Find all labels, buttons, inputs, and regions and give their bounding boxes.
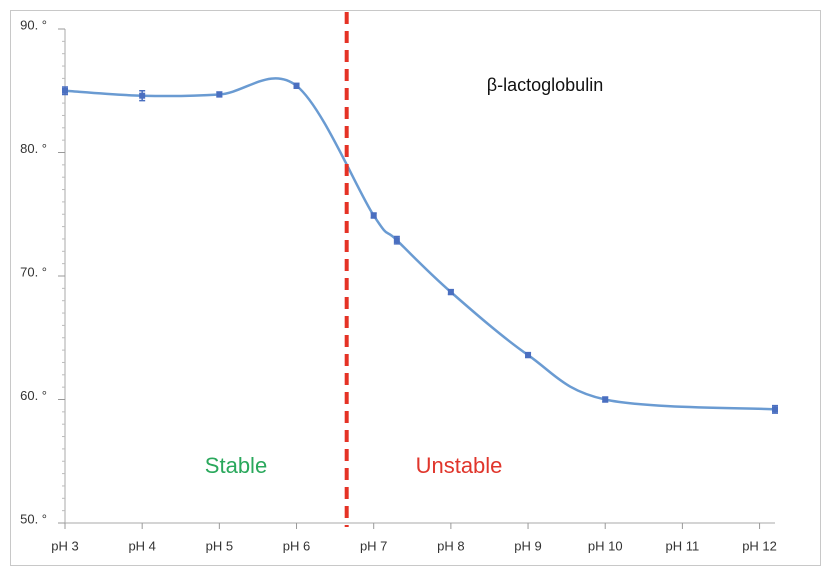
point xyxy=(602,396,609,403)
unstable-label: Unstable xyxy=(416,453,503,478)
point xyxy=(447,289,454,296)
stable-label: Stable xyxy=(205,453,267,478)
x-tick-label: pH 5 xyxy=(206,538,233,553)
protein-label: β-lactoglobulin xyxy=(487,75,603,95)
x-tick-label: pH 11 xyxy=(666,538,700,553)
point xyxy=(293,82,300,89)
x-tick-label: pH 6 xyxy=(283,538,310,553)
y-tick-label: 90. ° xyxy=(20,17,47,32)
point xyxy=(62,87,68,94)
series-line xyxy=(64,77,776,411)
point xyxy=(393,237,400,244)
x-tick-label: pH 10 xyxy=(588,538,623,553)
x-tick-label: pH 9 xyxy=(514,538,541,553)
point xyxy=(216,91,223,98)
x-tick-label: pH 12 xyxy=(742,538,777,553)
frame xyxy=(10,10,821,566)
y-tick-label: 50. ° xyxy=(20,511,47,526)
point xyxy=(772,406,778,413)
y-tick-label: 60. ° xyxy=(20,388,47,403)
x-tick-label: pH 8 xyxy=(437,538,464,553)
x-tick-label: pH 3 xyxy=(51,538,78,553)
x-tick-label: pH 7 xyxy=(360,538,387,553)
y-tick-label: 70. ° xyxy=(20,264,47,279)
x-tick-label: pH 4 xyxy=(128,538,155,553)
point xyxy=(370,212,377,219)
y-tick-label: 80. ° xyxy=(20,141,47,156)
point xyxy=(525,352,532,359)
point xyxy=(139,92,146,99)
